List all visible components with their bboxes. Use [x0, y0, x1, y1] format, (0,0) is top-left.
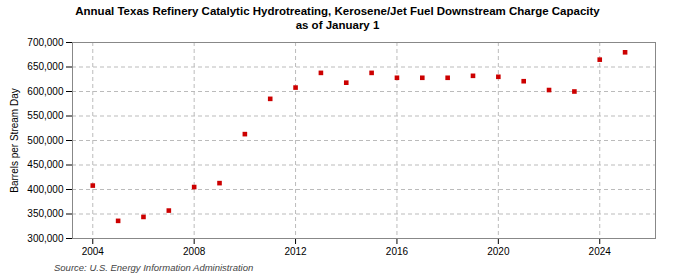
html-text:Annual Texas Refinery Catalyti: Annual Texas Refinery Catalytic Hydrotre…: [75, 5, 600, 31]
svg-text:2012: 2012: [284, 246, 307, 257]
svg-text:2008: 2008: [183, 246, 206, 257]
svg-text:400,000: 400,000: [27, 184, 64, 195]
svg-text:2016: 2016: [386, 246, 409, 257]
svg-text:350,000: 350,000: [27, 208, 64, 219]
html-text:Source: U.S. Energy Informatio: Source: U.S. Energy Information Administ…: [54, 262, 254, 273]
svg-text:2004: 2004: [82, 246, 105, 257]
svg-text:650,000: 650,000: [27, 61, 64, 72]
svg-text:450,000: 450,000: [27, 159, 64, 170]
svg-text:2024: 2024: [589, 246, 612, 257]
svg-text:700,000: 700,000: [27, 37, 64, 48]
svg-text:600,000: 600,000: [27, 86, 64, 97]
svg-text:300,000: 300,000: [27, 233, 64, 244]
svg-text:Barrels per Stream Day: Barrels per Stream Day: [9, 88, 20, 192]
svg-text:2020: 2020: [487, 246, 510, 257]
svg-text:550,000: 550,000: [27, 110, 64, 121]
svg-text:500,000: 500,000: [27, 135, 64, 146]
